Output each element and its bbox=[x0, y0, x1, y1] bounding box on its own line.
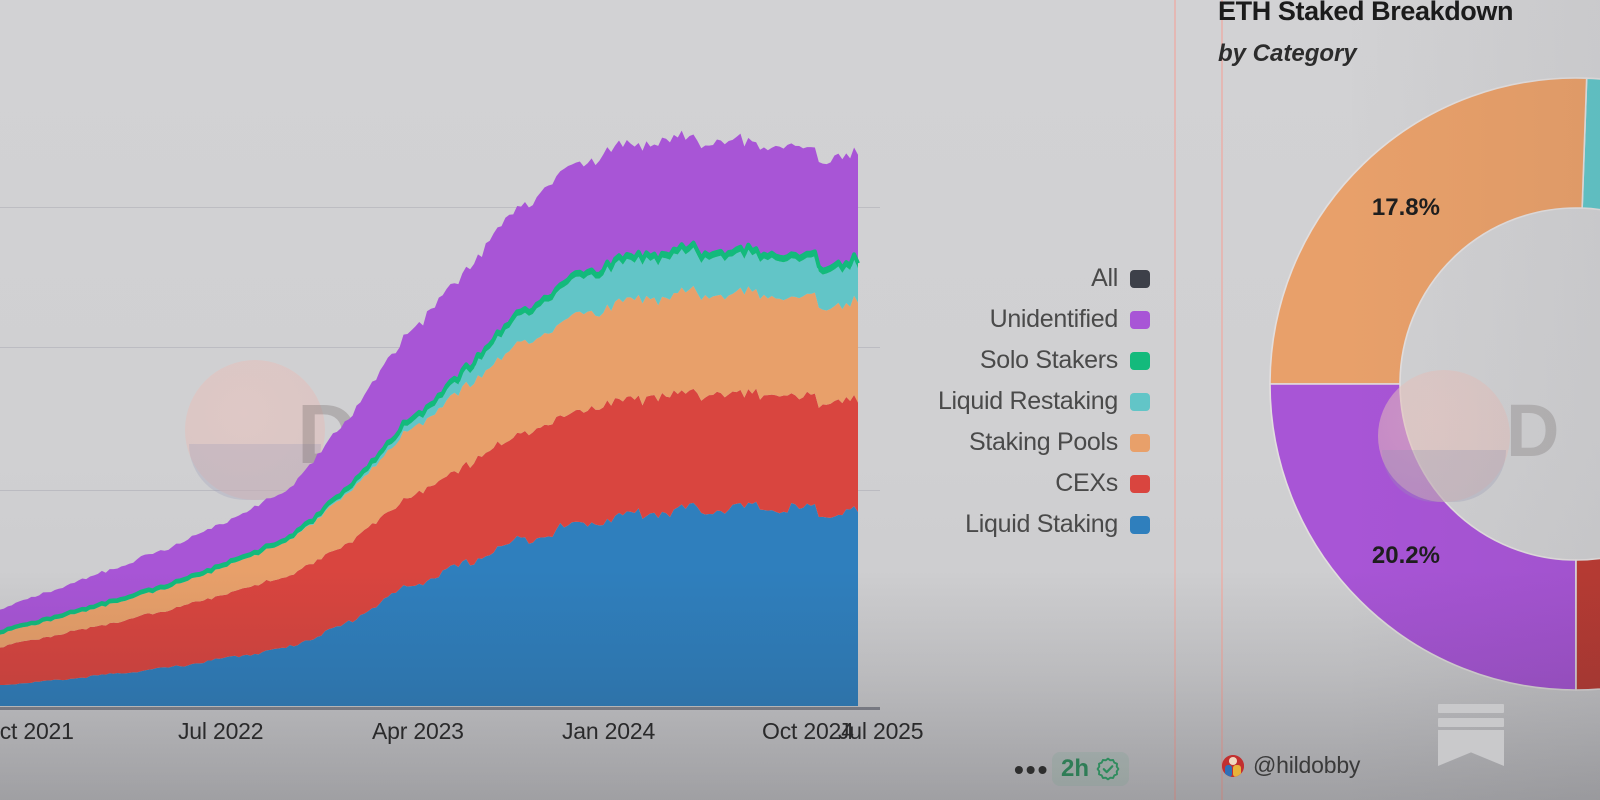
right-panel-subtitle: by Category bbox=[1218, 40, 1357, 67]
donut-slice-unidentified[interactable] bbox=[1269, 383, 1577, 691]
legend-swatch-solo-stakers bbox=[1130, 351, 1150, 370]
area-series-staking-pools bbox=[0, 285, 858, 648]
x-axis-tick: Oct 2021 bbox=[0, 718, 74, 744]
legend-item-label: Liquid Staking bbox=[965, 510, 1118, 538]
legend-item-label: Solo Stakers bbox=[979, 346, 1118, 374]
donut-slice-liquid-restaking[interactable] bbox=[1581, 77, 1600, 253]
legend-swatch-cexs bbox=[1130, 474, 1150, 493]
legend-item-solo-stakers[interactable]: Solo Stakers bbox=[880, 340, 1150, 381]
verified-seal-icon bbox=[1096, 757, 1120, 781]
avatar bbox=[1222, 754, 1244, 777]
legend-item-label: All bbox=[1091, 264, 1118, 292]
donut-slice-cexs[interactable] bbox=[1575, 467, 1600, 691]
legend-swatch-liquid-restaking bbox=[1130, 392, 1150, 411]
legend-item-unidentified[interactable]: Unidentified bbox=[880, 299, 1150, 340]
chart-legend[interactable]: All Unidentified Solo Stakers Liquid Restak… bbox=[880, 258, 1150, 545]
donut-slice-staking-pools[interactable] bbox=[1269, 77, 1588, 385]
freshness-label: 2h bbox=[1061, 755, 1090, 782]
legend-swatch-staking-pools bbox=[1130, 433, 1150, 452]
panel-divider-line bbox=[1174, 0, 1176, 800]
bookmark-icon[interactable] bbox=[1438, 704, 1504, 766]
legend-item-cexs[interactable]: CEXs bbox=[880, 463, 1150, 504]
x-axis-ticks: Oct 2021 Jul 2022 Apr 2023 Jan 2024 Oct 2024… bbox=[0, 706, 924, 756]
data-freshness-badge[interactable]: 2h bbox=[1052, 752, 1130, 786]
legend-item-liquid-restaking[interactable]: Liquid Restaking bbox=[880, 381, 1150, 422]
x-axis-tick: Jul 2022 bbox=[178, 718, 264, 744]
legend-item-staking-pools[interactable]: Staking Pools bbox=[880, 422, 1150, 463]
right-panel-title: ETH Staked Breakdown bbox=[1218, 0, 1514, 26]
area-series-liquid-restaking bbox=[0, 247, 858, 635]
legend-swatch-all bbox=[1130, 269, 1150, 288]
area-plot-svg bbox=[0, 130, 860, 706]
x-axis-tick: Oct 2024 bbox=[762, 718, 854, 744]
legend-item-label: Unidentified bbox=[989, 305, 1119, 333]
area-series-cexs bbox=[0, 388, 858, 685]
panel-divider-line bbox=[1221, 0, 1223, 800]
legend-swatch-liquid-staking bbox=[1130, 515, 1150, 534]
more-options-button[interactable]: ••• bbox=[1014, 754, 1050, 785]
donut-chart[interactable] bbox=[1246, 54, 1600, 714]
author-handle: @hildobby bbox=[1253, 752, 1361, 778]
legend-swatch-unidentified bbox=[1130, 310, 1150, 329]
legend-item-label: Liquid Restaking bbox=[937, 387, 1118, 415]
gridline bbox=[0, 207, 880, 208]
legend-item-all[interactable]: All bbox=[880, 258, 1150, 299]
x-axis-line bbox=[0, 707, 880, 710]
x-axis-tick: Jul 2025 bbox=[838, 718, 924, 744]
donut-label-unidentified: 20.2% bbox=[1371, 542, 1440, 570]
x-axis-tick: Apr 2023 bbox=[372, 718, 464, 744]
x-axis-tick: Jan 2024 bbox=[562, 718, 656, 744]
dashboard-author[interactable]: @hildobby bbox=[1222, 752, 1360, 779]
legend-item-label: CEXs bbox=[1055, 469, 1118, 497]
area-series-liquid-staking bbox=[0, 501, 858, 706]
donut-label-staking-pools: 17.8% bbox=[1371, 193, 1440, 221]
donut-chart-svg bbox=[1269, 77, 1600, 691]
legend-item-label: Staking Pools bbox=[969, 428, 1118, 456]
legend-item-liquid-staking[interactable]: Liquid Staking bbox=[880, 504, 1150, 545]
stacked-area-chart[interactable]: Dune bbox=[0, 0, 900, 710]
